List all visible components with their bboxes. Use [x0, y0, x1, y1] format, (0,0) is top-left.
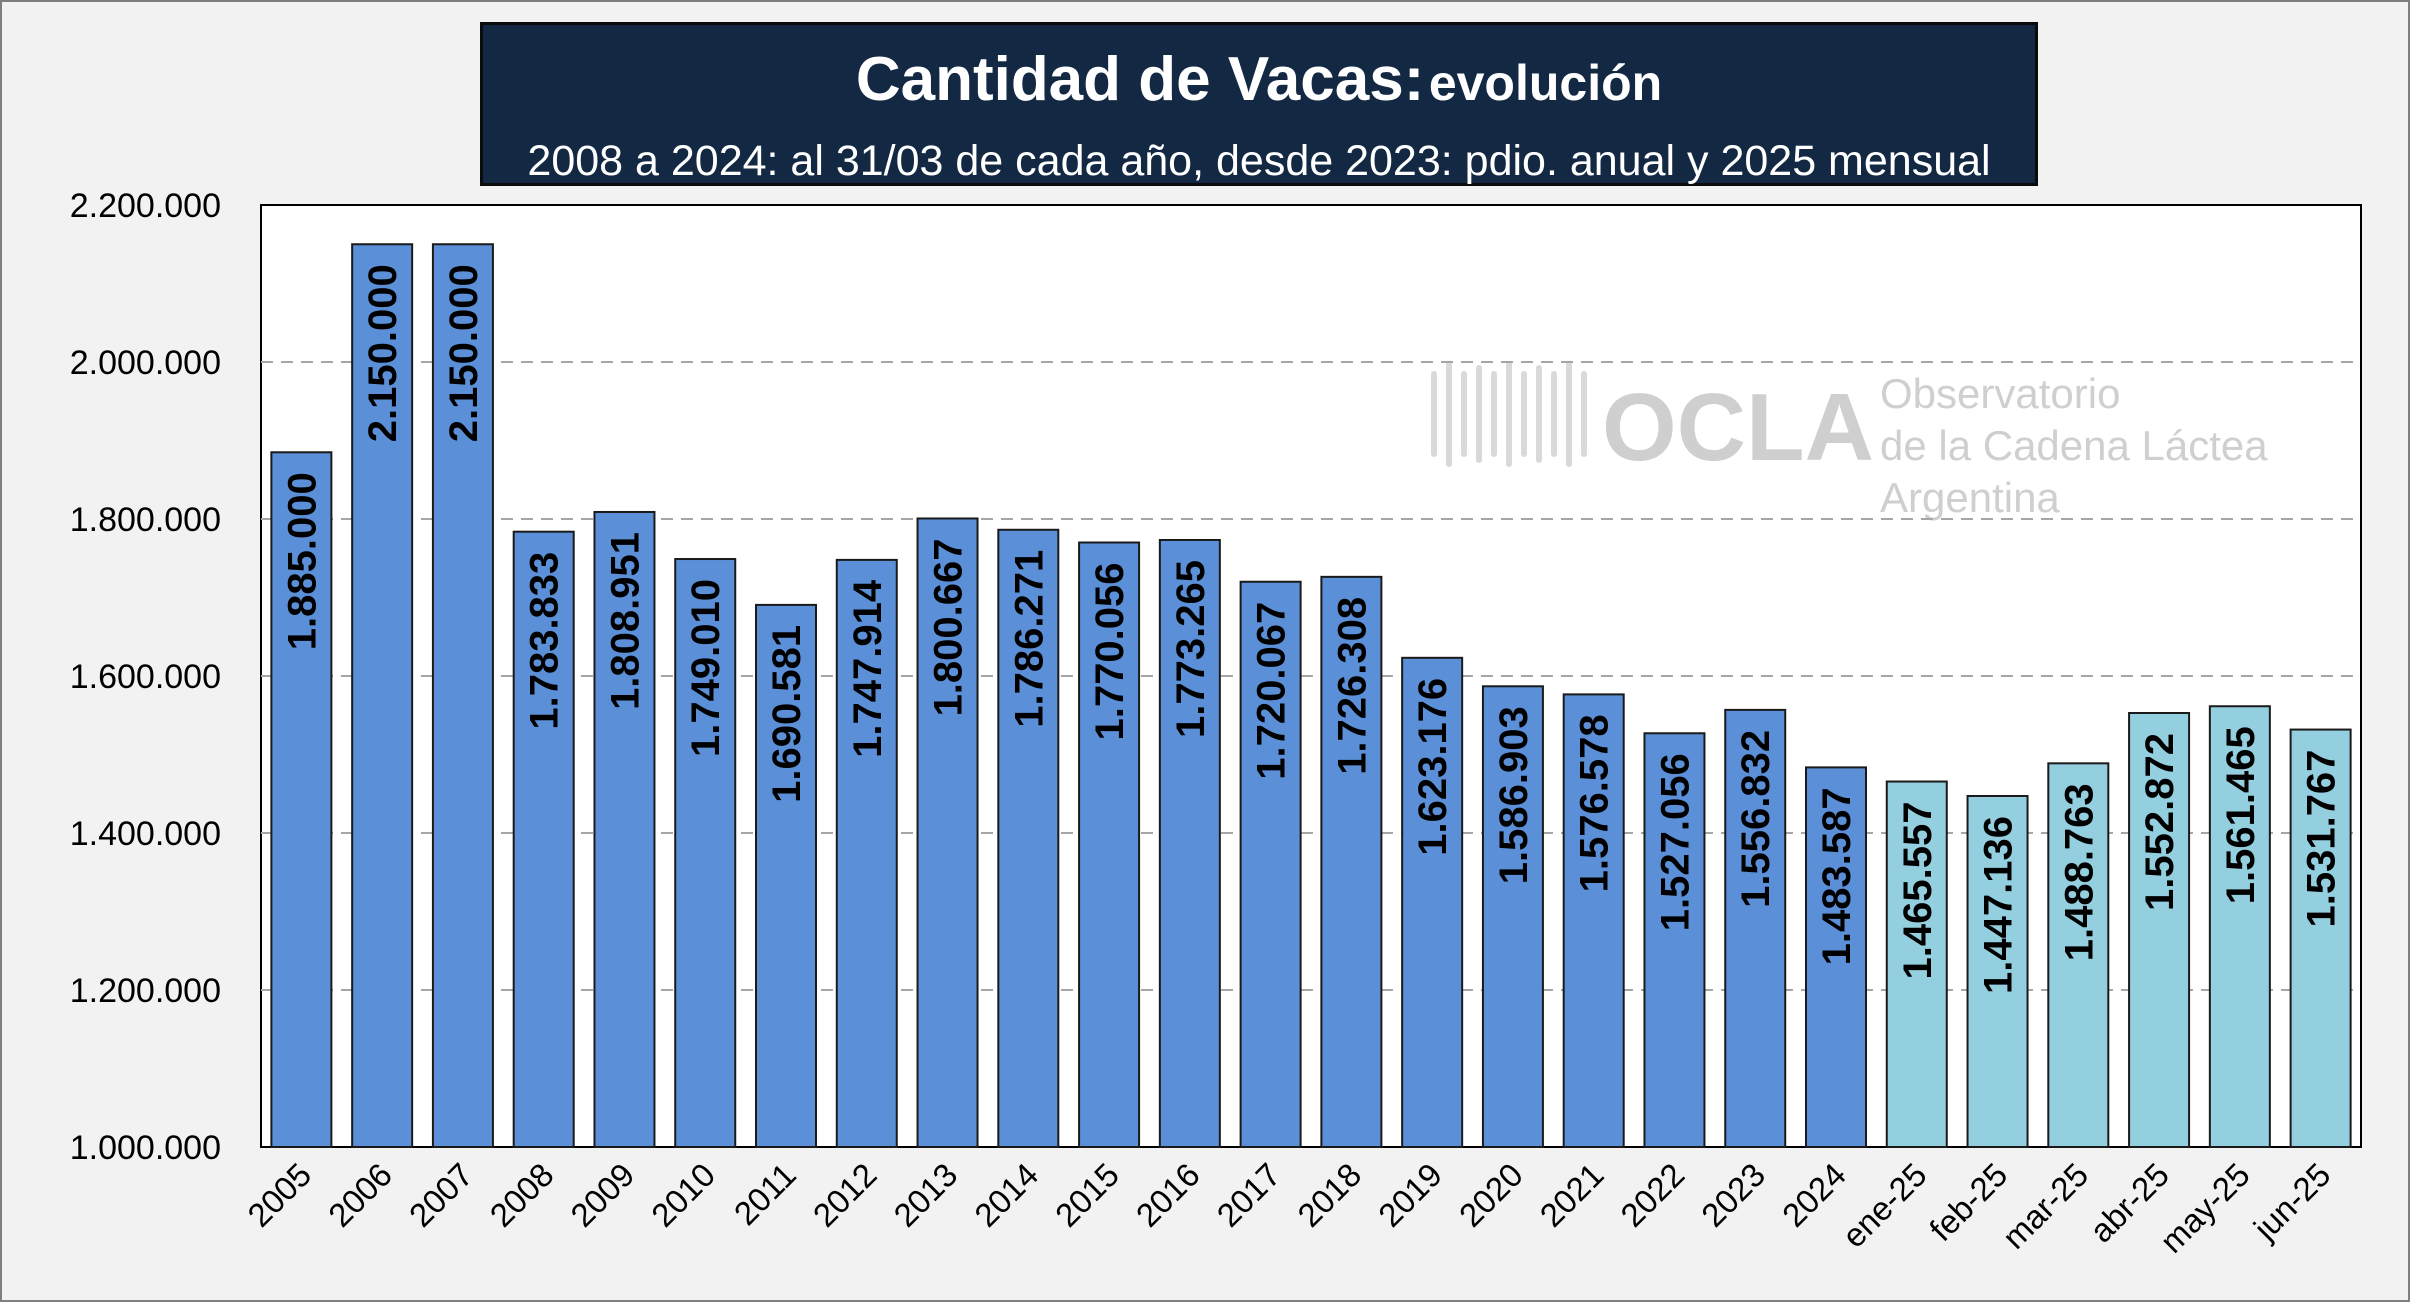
data-label: 1.556.832 [1734, 730, 1778, 908]
x-tick-label: 2016 [1129, 1156, 1207, 1234]
chart-title: Cantidad de Vacas: [855, 45, 1425, 114]
bar [1320, 575, 1383, 1148]
bar [1078, 541, 1141, 1148]
bar [512, 530, 575, 1148]
bar [674, 558, 737, 1148]
x-tick-label: 2011 [727, 1156, 803, 1232]
ocla-line-2: de la Cadena Láctea [1880, 422, 2268, 469]
x-tick-label: 2005 [240, 1156, 318, 1234]
data-label: 1.726.308 [1330, 597, 1374, 775]
data-label: 1.770.056 [1088, 563, 1132, 741]
bar [1885, 780, 1948, 1149]
x-tick-label: 2013 [886, 1156, 964, 1234]
y-tick-label: 1.000.000 [70, 1129, 221, 1167]
bar [755, 603, 817, 1148]
bar [1158, 538, 1221, 1148]
ocla-logo-waves-icon [1431, 361, 1587, 467]
data-label: 2.150.000 [361, 264, 405, 442]
bar [2289, 728, 2352, 1149]
data-label: 1.623.176 [1411, 678, 1455, 856]
x-tick-label: ene-25 [1835, 1156, 1934, 1255]
x-tick-label: 2022 [1613, 1156, 1691, 1234]
bar [1724, 708, 1787, 1149]
x-tick-label: 2017 [1209, 1156, 1287, 1234]
data-label: 1.690.581 [765, 625, 809, 803]
data-label: 1.885.000 [280, 472, 324, 650]
x-tick-label: 2023 [1694, 1156, 1772, 1234]
ocla-line-1: Observatorio [1880, 370, 2120, 417]
data-label: 2.150.000 [442, 264, 486, 442]
bar [1805, 766, 1867, 1148]
x-tick-label: 2010 [644, 1156, 722, 1234]
data-label: 1.531.767 [2300, 750, 2344, 928]
bar [1401, 656, 1464, 1148]
y-tick-label: 1.800.000 [70, 501, 221, 539]
data-label: 1.800.667 [927, 538, 971, 716]
chart-title-suffix: evolución [1428, 55, 1663, 111]
data-label: 1.720.067 [1250, 602, 1294, 780]
x-tick-label: 2015 [1048, 1156, 1126, 1234]
x-tick-label: 2007 [402, 1156, 480, 1234]
bar [2047, 762, 2110, 1148]
title-box: Cantidad de Vacas: evolución 2008 a 2024… [480, 22, 2038, 186]
data-label: 1.483.587 [1815, 787, 1859, 965]
data-label: 1.783.833 [523, 552, 567, 730]
data-label: 1.465.557 [1896, 802, 1940, 980]
ocla-brand-text: OCLA [1602, 374, 1874, 481]
x-tick-label: 2019 [1371, 1156, 1449, 1234]
data-label: 1.786.271 [1007, 550, 1051, 728]
bar [593, 510, 656, 1149]
ocla-line-3: Argentina [1880, 474, 2060, 521]
data-label: 1.749.010 [684, 579, 728, 757]
data-label: 1.576.578 [1573, 714, 1617, 892]
x-tick-label: jun-25 [2246, 1156, 2338, 1248]
bar [2208, 705, 2271, 1149]
bar [351, 243, 414, 1148]
title-line: Cantidad de Vacas: evolución [483, 45, 2035, 131]
x-tick-label: mar-25 [1995, 1156, 2095, 1256]
x-tick-label: 2018 [1290, 1156, 1368, 1234]
data-label: 1.488.763 [2057, 783, 2101, 961]
bar [835, 558, 898, 1148]
data-label: 1.447.136 [1977, 816, 2021, 994]
bar [1562, 693, 1625, 1149]
bar [997, 528, 1060, 1148]
y-tick-label: 2.200.000 [70, 187, 221, 225]
x-tick-label: 2020 [1452, 1156, 1530, 1234]
x-tick-label: 2014 [967, 1156, 1045, 1234]
bar [270, 451, 333, 1148]
x-tick-label: 2009 [563, 1156, 641, 1234]
y-tick-label: 1.400.000 [70, 815, 221, 853]
x-tick-label: 2021 [1533, 1156, 1611, 1234]
data-label: 1.586.903 [1492, 706, 1536, 884]
x-tick-label: may-25 [2153, 1156, 2257, 1260]
ocla-watermark: OCLA Observatorio de la Cadena Láctea Ar… [1431, 361, 2268, 521]
bar [2128, 711, 2191, 1148]
data-label: 1.747.914 [846, 579, 890, 758]
chart-subtitle: 2008 a 2024: al 31/03 de cada año, desde… [527, 137, 1991, 185]
y-tick-label: 1.600.000 [70, 658, 221, 696]
data-label: 1.808.951 [603, 532, 647, 710]
bar [1481, 685, 1544, 1148]
y-tick-label: 1.200.000 [70, 972, 221, 1010]
bar [1966, 794, 2029, 1148]
bar [1643, 732, 1706, 1148]
x-tick-label: 2008 [483, 1156, 561, 1234]
bar [431, 243, 494, 1148]
x-axis-labels: 2005 2006 2007 2008 2009 2010 2011 2012 2013 2014… [240, 1156, 2337, 1260]
data-label: 1.561.465 [2219, 726, 2263, 904]
data-label: 1.527.056 [1653, 753, 1697, 931]
bar [916, 517, 979, 1148]
y-axis-labels: 1.000.000 1.200.000 1.400.000 1.600.000 1.80… [70, 187, 221, 1167]
bar [1239, 580, 1302, 1148]
y-tick-label: 2.000.000 [70, 344, 221, 382]
data-label: 1.552.872 [2138, 733, 2182, 911]
x-tick-label: 2012 [806, 1156, 884, 1234]
x-tick-label: 2006 [321, 1156, 399, 1234]
bars: 1.885.000 2.150.000 2.150.000 1.783.833 1.80… [270, 243, 2352, 1149]
data-label: 1.773.265 [1169, 560, 1213, 738]
